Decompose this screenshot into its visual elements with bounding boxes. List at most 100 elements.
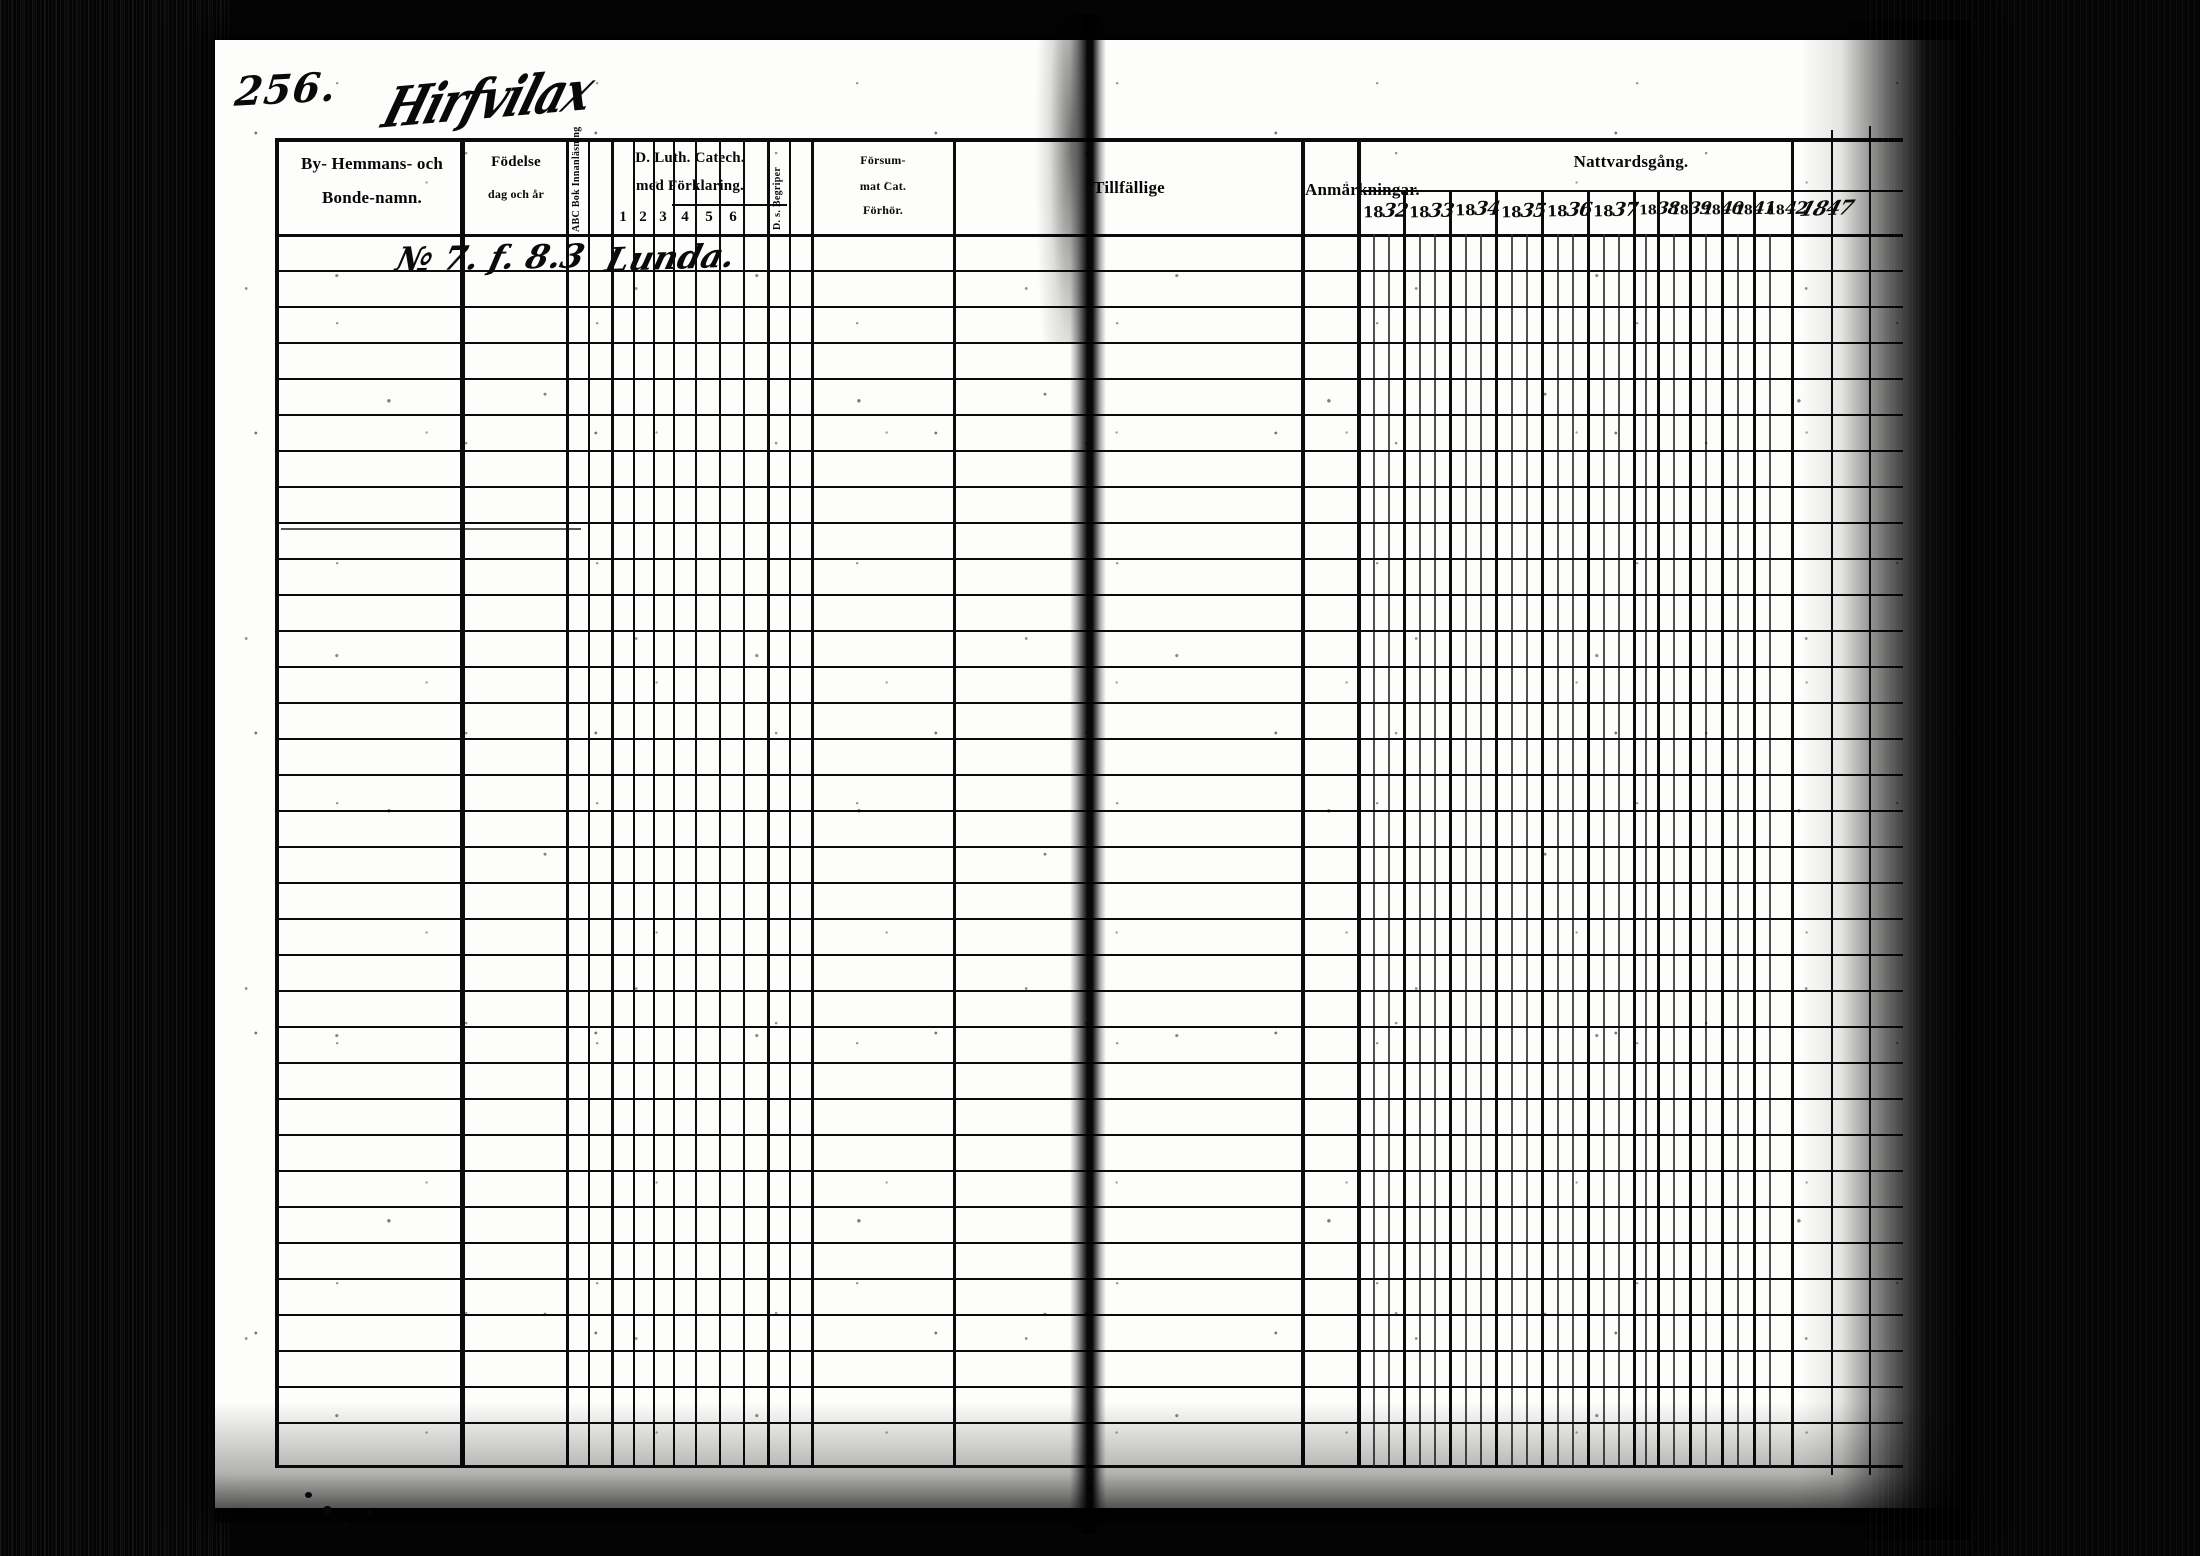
year-subcol	[1373, 234, 1375, 1467]
header-begriper-col: D. s. Begriper	[772, 166, 783, 230]
stray-pencil-mark	[281, 528, 581, 530]
year-subcol	[1705, 234, 1707, 1467]
year-subcol	[1419, 234, 1421, 1467]
header-catech-line1: D. Luth. Catech.	[635, 150, 745, 166]
row-rule	[275, 1386, 1903, 1388]
catech-number-3: 3	[659, 209, 667, 225]
catech-number-2: 2	[639, 209, 647, 225]
year-block-sep-5	[1587, 190, 1590, 1467]
header-forsummat-line2: mat Cat.	[859, 179, 907, 193]
year-block-sep-6	[1633, 190, 1636, 1467]
header-name-line2: Bonde-namn.	[322, 188, 422, 207]
year-block-sep-8	[1689, 190, 1692, 1467]
year-subcol	[1434, 234, 1436, 1467]
year-subcol	[1603, 234, 1605, 1467]
col-sep-forsummat-tillfallige	[953, 138, 956, 1467]
table-left-border	[275, 138, 279, 1467]
col-sep-tillfallige-anmarkningar	[1301, 138, 1305, 1467]
year-subcol	[1480, 234, 1482, 1467]
year-subcol	[1526, 234, 1528, 1467]
row-rule	[275, 990, 1903, 992]
catech-number-6: 6	[729, 209, 737, 225]
row-rule	[275, 738, 1903, 740]
row-rule	[275, 522, 1903, 524]
row-rule	[275, 954, 1903, 956]
col-sep-catech-begriper	[767, 138, 770, 1467]
ink-blot	[343, 1522, 349, 1528]
row-rule	[275, 450, 1903, 452]
row-rule	[275, 342, 1903, 344]
row-rule	[275, 702, 1903, 704]
page-caption-handwritten: Hirfvilax	[375, 57, 601, 141]
year-label-1835: 1835	[1500, 199, 1548, 223]
entry-village: Lunda.	[601, 235, 740, 280]
row-rule	[275, 1314, 1903, 1316]
col-sep-name-birth-b	[463, 138, 465, 1467]
row-rule	[275, 1350, 1903, 1352]
row-rule	[275, 1206, 1903, 1208]
year-label-1834: 1834	[1454, 197, 1502, 221]
row-rule	[275, 414, 1903, 416]
year-subcol	[1618, 234, 1620, 1467]
col-sep-anmarkningar-nattvardsgang	[1357, 138, 1361, 1467]
header-birth-line1: Födelse	[491, 154, 541, 170]
catech-col-3	[673, 138, 675, 1467]
header-nattvardsgang-col: Nattvardsgång.	[1573, 152, 1689, 171]
year-block-sep-2	[1449, 190, 1452, 1467]
row-rule	[275, 1098, 1903, 1100]
row-rule	[275, 918, 1903, 920]
header-abc-col: ABC Bok Innanläsning	[571, 126, 582, 233]
row-rule	[275, 846, 1903, 848]
page-trim-rule-1	[1831, 130, 1833, 1475]
row-rule	[275, 306, 1903, 308]
row-rule	[275, 1278, 1903, 1280]
catech-col-5	[719, 138, 721, 1467]
entry-reference: № 7. f. 8.3	[392, 236, 589, 279]
year-block-sep-10	[1753, 190, 1756, 1467]
table-right-border	[1791, 138, 1794, 1467]
year-block-sep-9	[1721, 190, 1724, 1467]
col-sep-abc-inner	[588, 138, 590, 1467]
header-forsummat-line1: Försum-	[860, 153, 906, 167]
header-tillfallige-col: Tillfällige	[1093, 178, 1165, 197]
begriper-inner-rule	[789, 138, 791, 1467]
nattvardsgang-title-rule	[1357, 190, 1903, 192]
table-top-border	[275, 138, 1903, 142]
catech-col-1	[633, 138, 635, 1467]
header-name-line1: By- Hemmans- och	[300, 154, 444, 173]
year-block-sep-1	[1403, 190, 1406, 1467]
row-rule	[275, 594, 1903, 596]
year-subcol	[1769, 234, 1771, 1467]
catech-number-1: 1	[619, 209, 627, 225]
year-label-1837: 1837	[1592, 198, 1640, 222]
catech-number-4: 4	[681, 209, 689, 225]
register-table: By- Hemmans- och Bonde-namn. Födelse dag…	[275, 126, 1903, 1475]
year-subcol	[1388, 234, 1390, 1467]
year-subcol	[1557, 234, 1559, 1467]
catech-col-4	[695, 138, 697, 1467]
year-label-1832: 1832	[1362, 199, 1410, 223]
col-sep-begriper-forsummat	[811, 138, 814, 1467]
row-rule	[275, 774, 1903, 776]
manuscript-page: 256. Hirfvilax	[215, 14, 1970, 1540]
year-label-1847-margin: 1847	[1797, 194, 1857, 222]
row-rule	[275, 378, 1903, 380]
header-catech-line2: med Förklaring.	[636, 178, 744, 194]
header-forsummat-line3: Förhör.	[863, 203, 903, 217]
row-rule	[275, 630, 1903, 632]
col-sep-birth-abc	[566, 138, 569, 1467]
year-subcol	[1511, 234, 1513, 1467]
row-rule	[275, 882, 1903, 884]
catech-number-5: 5	[705, 209, 713, 225]
year-label-1833: 1833	[1408, 199, 1456, 223]
header-birth-line2: dag och år	[488, 187, 544, 201]
row-rule	[275, 486, 1903, 488]
year-subcol	[1737, 234, 1739, 1467]
col-sep-abc-catech	[611, 138, 614, 1467]
year-label-1836: 1836	[1546, 198, 1594, 222]
row-rule	[275, 1422, 1903, 1424]
row-rule	[275, 1062, 1903, 1064]
year-subcol	[1465, 234, 1467, 1467]
page-number: 256.	[232, 63, 339, 116]
